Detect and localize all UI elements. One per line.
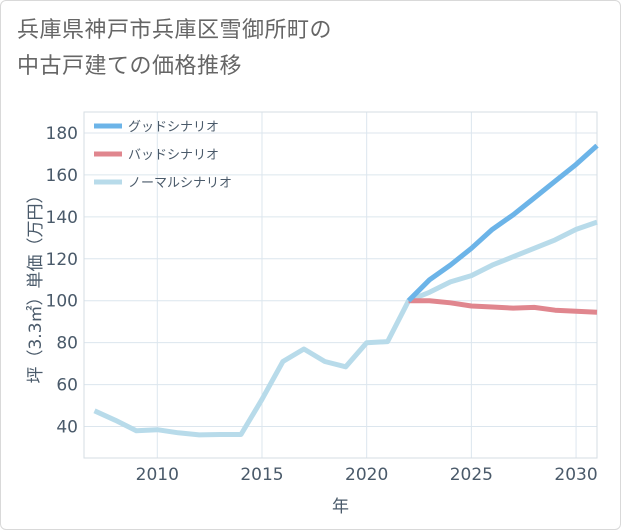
- y-tick-label: 100: [46, 292, 78, 312]
- series-line-0: [406, 143, 599, 303]
- x-axis-title: 年: [332, 497, 349, 517]
- legend-label-1: バッドシナリオ: [128, 148, 219, 163]
- series-lines: [93, 143, 599, 438]
- x-tick-label: 2020: [345, 465, 388, 485]
- y-axis-ticks: 40 60 80 100 120 140 160 180: [46, 124, 78, 438]
- y-tick-label: 140: [46, 208, 78, 228]
- x-axis-ticks: 2010 2015 2020 2025 2030: [136, 465, 598, 485]
- x-tick-label: 2030: [554, 465, 597, 485]
- y-tick-label: 160: [46, 166, 78, 186]
- plot-area: [83, 111, 598, 459]
- series-line-2: [93, 219, 598, 438]
- chart-title-line-1: 兵庫県神戸市兵庫区雪御所町の: [17, 18, 333, 43]
- legend-label-2: ノーマルシナリオ: [128, 176, 232, 191]
- y-tick-label: 180: [46, 124, 78, 144]
- x-tick-label: 2015: [240, 465, 283, 485]
- grid-lines: [84, 112, 597, 458]
- y-tick-label: 40: [56, 418, 78, 438]
- legend-label-0: グッドシナリオ: [128, 120, 219, 135]
- y-tick-label: 80: [56, 334, 78, 354]
- series-line-1: [408, 298, 598, 315]
- chart-title-line-2: 中古戸建ての価格推移: [17, 54, 243, 79]
- y-tick-label: 60: [56, 376, 78, 396]
- y-tick-label: 120: [46, 250, 78, 270]
- chart-title: 兵庫県神戸市兵庫区雪御所町の 中古戸建ての価格推移: [17, 13, 332, 85]
- x-tick-label: 2010: [136, 465, 179, 485]
- y-axis-title: 坪（3.3㎡）単価（万円）: [26, 186, 46, 383]
- x-tick-label: 2025: [450, 465, 493, 485]
